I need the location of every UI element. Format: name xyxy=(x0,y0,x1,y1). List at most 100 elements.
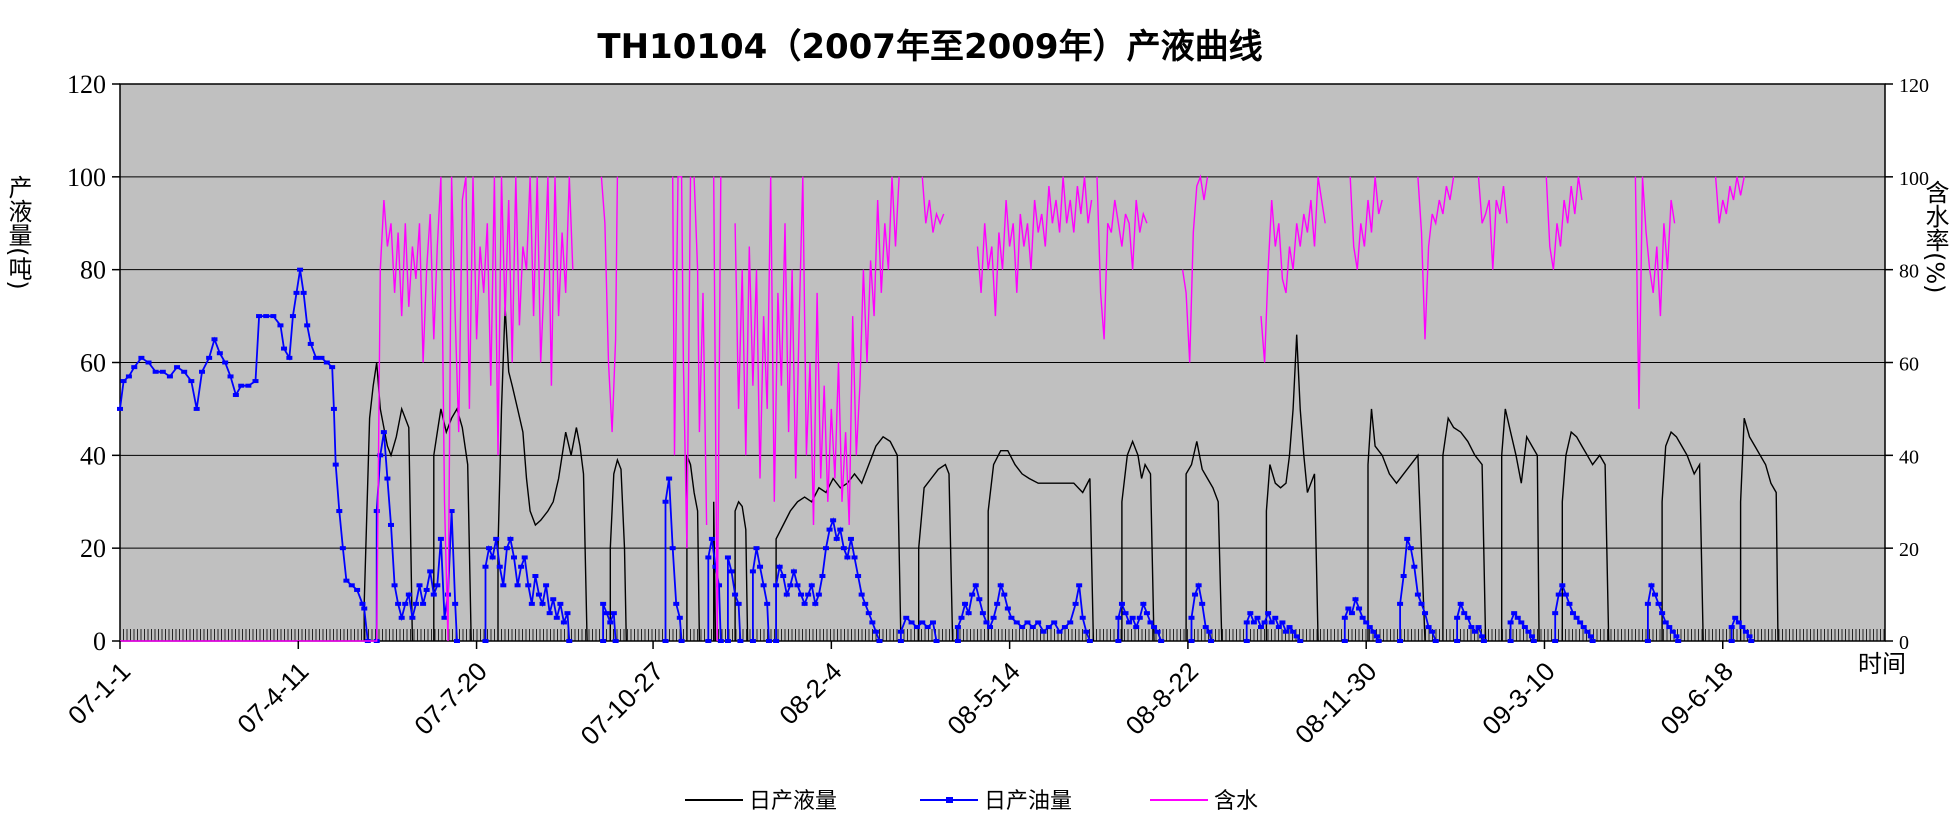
series-point xyxy=(1479,634,1486,639)
series-point xyxy=(1644,639,1651,643)
series-point xyxy=(903,615,910,620)
series-point xyxy=(662,639,669,643)
series-point xyxy=(717,639,724,643)
series-point xyxy=(753,546,760,551)
series-point xyxy=(430,592,437,597)
series-layer xyxy=(117,174,1779,643)
series-point xyxy=(783,592,790,597)
series-point xyxy=(1580,625,1587,630)
y-right-tick-label: 60 xyxy=(1899,354,1919,376)
series-point xyxy=(965,611,972,616)
series-line xyxy=(600,176,619,433)
series-point xyxy=(1739,625,1746,630)
x-axis-title: 时间 xyxy=(1858,650,1906,678)
series-point xyxy=(865,611,872,616)
series-point xyxy=(983,620,990,625)
series-point xyxy=(277,323,284,328)
series-point xyxy=(313,355,320,360)
series-point xyxy=(1655,601,1662,606)
series-point xyxy=(1652,592,1659,597)
series-point xyxy=(1432,639,1439,643)
x-axis-ticks: 07-1-1 07-4-11 07-7-20 07-10-27 08-2-4 08-5-1… xyxy=(62,641,1739,751)
series-point xyxy=(997,583,1004,588)
series-point xyxy=(427,569,434,574)
series-point xyxy=(252,379,259,384)
series-point xyxy=(1341,639,1348,643)
series-point xyxy=(489,555,496,560)
series-point xyxy=(1525,629,1532,634)
series-line xyxy=(1456,600,1485,642)
grid-lines xyxy=(120,176,1885,549)
series-point xyxy=(1584,629,1591,634)
series-point xyxy=(1397,601,1404,606)
series-point xyxy=(318,355,325,360)
series-point xyxy=(1129,615,1136,620)
series-point xyxy=(289,314,296,319)
series-point xyxy=(728,569,735,574)
series-point xyxy=(669,546,676,551)
series-point xyxy=(511,555,518,560)
series-point xyxy=(1083,629,1090,634)
series-point xyxy=(1669,629,1676,634)
series-line xyxy=(707,538,722,642)
series-line xyxy=(1349,176,1383,270)
series-line xyxy=(987,450,1095,642)
series-point xyxy=(1521,625,1528,630)
series-point xyxy=(1195,583,1202,588)
series-point xyxy=(514,583,521,588)
series-point xyxy=(120,379,127,384)
series-point xyxy=(969,592,976,597)
series-point xyxy=(979,611,986,616)
series-point xyxy=(600,601,607,606)
series-point xyxy=(1507,639,1514,643)
series-line xyxy=(1501,408,1540,642)
series-point xyxy=(869,620,876,625)
series-point xyxy=(776,564,783,569)
series-point xyxy=(1140,601,1147,606)
series-point xyxy=(174,365,181,370)
series-point xyxy=(1352,597,1359,602)
series-point xyxy=(919,620,926,625)
series-point xyxy=(1675,639,1682,643)
series-point xyxy=(493,536,500,541)
series-point xyxy=(1397,639,1404,643)
legend-label: 含水 xyxy=(1214,789,1258,814)
series-point xyxy=(678,639,685,643)
series-point xyxy=(434,583,441,588)
y-right-tick-label: 100 xyxy=(1899,168,1929,190)
series-point xyxy=(1147,620,1154,625)
series-point xyxy=(270,314,277,319)
y-right-tick-label: 20 xyxy=(1899,539,1919,561)
series-point xyxy=(764,601,771,606)
series-point xyxy=(1243,620,1250,625)
series-point xyxy=(448,509,455,514)
series-point xyxy=(1742,629,1749,634)
series-point xyxy=(1471,629,1478,634)
series-point xyxy=(1359,615,1366,620)
series-point xyxy=(263,314,270,319)
series-point xyxy=(1192,592,1199,597)
series-point xyxy=(1425,625,1432,630)
series-point xyxy=(543,583,550,588)
series-point xyxy=(603,611,610,616)
series-point xyxy=(1275,625,1282,630)
series-point xyxy=(528,601,535,606)
series-point xyxy=(377,453,384,458)
series-point xyxy=(307,341,314,346)
series-point xyxy=(330,406,337,411)
series-point xyxy=(1008,615,1015,620)
series-point xyxy=(152,369,159,374)
series-point xyxy=(749,639,756,643)
x-tick-label: 07-10-27 xyxy=(575,656,670,751)
series-point xyxy=(1407,546,1414,551)
series-point xyxy=(790,569,797,574)
series-point xyxy=(384,476,391,481)
series-point xyxy=(662,499,669,504)
y-axis-left-title: 产液量(吨) xyxy=(4,175,32,290)
series-point xyxy=(1475,625,1482,630)
series-point xyxy=(304,323,311,328)
y-left-tick-label: 40 xyxy=(80,441,106,470)
series-point xyxy=(354,587,361,592)
series-point xyxy=(1566,601,1573,606)
series-line xyxy=(921,176,945,233)
